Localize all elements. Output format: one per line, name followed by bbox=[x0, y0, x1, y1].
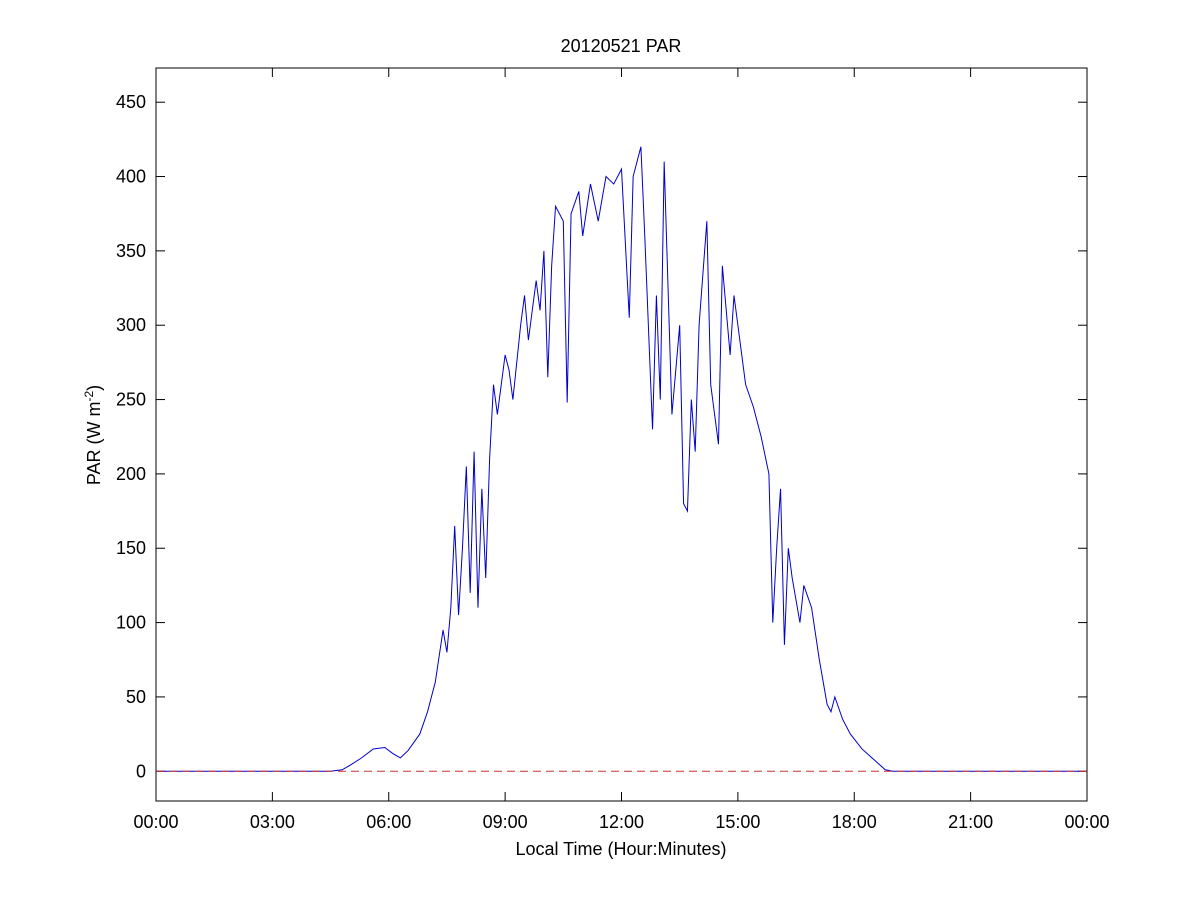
y-tick-label: 200 bbox=[116, 464, 146, 484]
x-tick-label: 09:00 bbox=[483, 812, 528, 832]
y-tick-label: 300 bbox=[116, 315, 146, 335]
y-label-text: PAR (W m bbox=[84, 402, 104, 486]
x-tick-label: 15:00 bbox=[715, 812, 760, 832]
data-line bbox=[156, 146, 1087, 772]
x-tick-label: 12:00 bbox=[599, 812, 644, 832]
x-tick-label: 18:00 bbox=[832, 812, 877, 832]
x-tick-label: 00:00 bbox=[133, 812, 178, 832]
y-tick-label: 350 bbox=[116, 241, 146, 261]
x-axis-label: Local Time (Hour:Minutes) bbox=[515, 839, 726, 859]
y-tick-label: 0 bbox=[136, 761, 146, 781]
y-tick-label: 250 bbox=[116, 390, 146, 410]
x-tick-label: 03:00 bbox=[250, 812, 295, 832]
y-tick-label: 100 bbox=[116, 613, 146, 633]
y-axis-label: PAR (W m-2) bbox=[82, 385, 104, 485]
y-tick-label: 50 bbox=[126, 687, 146, 707]
y-tick-label: 400 bbox=[116, 167, 146, 187]
chart-title: 20120521 PAR bbox=[561, 36, 682, 56]
y-tick-label: 150 bbox=[116, 538, 146, 558]
x-tick-label: 21:00 bbox=[948, 812, 993, 832]
y-label-suffix: ) bbox=[84, 385, 104, 391]
y-label-superscript: -2 bbox=[82, 391, 96, 402]
x-tick-label: 00:00 bbox=[1064, 812, 1109, 832]
y-tick-label: 450 bbox=[116, 92, 146, 112]
x-tick-label: 06:00 bbox=[366, 812, 411, 832]
